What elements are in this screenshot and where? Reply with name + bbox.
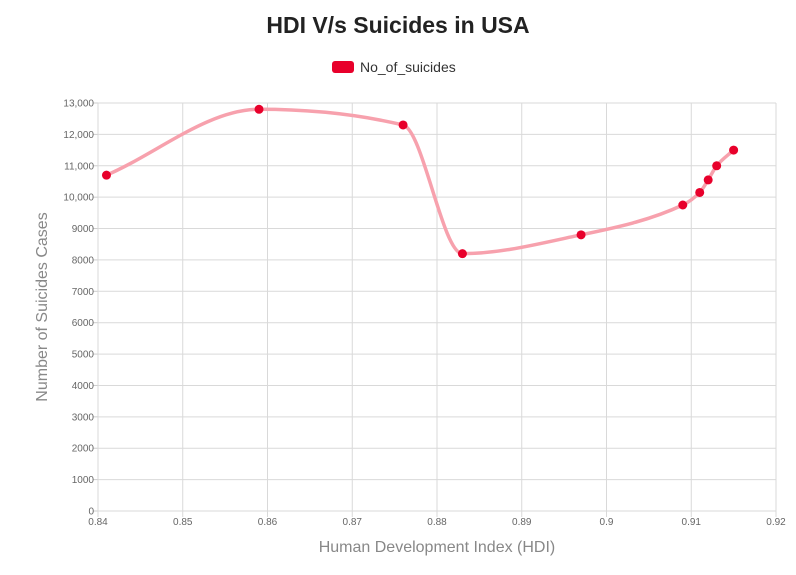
data-point[interactable] xyxy=(576,230,586,240)
y-tick-label: 6000 xyxy=(72,318,95,329)
tick-labels: 0 1000 2000 3000 4000 5000 6000 7000 8000 9000 10,… xyxy=(63,99,786,529)
x-tick-label: 0.92 xyxy=(766,517,786,528)
x-tick-label: 0.88 xyxy=(427,517,447,528)
data-point[interactable] xyxy=(712,161,722,171)
x-tick-label: 0.87 xyxy=(343,517,363,528)
data-point[interactable] xyxy=(695,187,705,197)
data-point[interactable] xyxy=(703,175,713,185)
data-point[interactable] xyxy=(678,200,688,210)
y-tick-label: 0 xyxy=(88,507,94,518)
data-point[interactable] xyxy=(729,145,739,155)
x-tick-label: 0.86 xyxy=(258,517,278,528)
data-point[interactable] xyxy=(101,170,111,180)
y-tick-label: 9000 xyxy=(72,224,95,235)
x-axis-title: Human Development Index (HDI) xyxy=(319,539,556,556)
data-point[interactable] xyxy=(254,104,264,114)
y-tick-label: 4000 xyxy=(72,381,95,392)
legend[interactable]: No_of_suicides xyxy=(332,59,456,75)
y-tick-label: 13,000 xyxy=(63,99,94,110)
series-layer xyxy=(101,104,739,259)
y-tick-label: 12,000 xyxy=(63,130,94,141)
y-tick-label: 5000 xyxy=(72,350,95,361)
x-tick-label: 0.91 xyxy=(682,517,702,528)
y-tick-label: 1000 xyxy=(72,475,95,486)
y-tick-label: 3000 xyxy=(72,412,95,423)
y-tick-label: 10,000 xyxy=(63,193,94,204)
chart-title: HDI V/s Suicides in USA xyxy=(266,12,530,38)
series-line xyxy=(104,107,736,256)
y-tick-label: 7000 xyxy=(72,287,95,298)
legend-label: No_of_suicides xyxy=(360,59,456,75)
x-tick-label: 0.9 xyxy=(600,517,614,528)
legend-swatch xyxy=(332,61,354,73)
y-axis-title: Number of Suicides Cases xyxy=(34,212,51,401)
x-tick-label: 0.85 xyxy=(173,517,193,528)
x-tick-label: 0.84 xyxy=(88,517,108,528)
grid-lines xyxy=(93,102,777,517)
y-tick-label: 8000 xyxy=(72,255,95,266)
x-tick-label: 0.89 xyxy=(512,517,532,528)
y-tick-label: 11,000 xyxy=(64,161,94,172)
y-tick-label: 2000 xyxy=(72,444,95,455)
data-point[interactable] xyxy=(398,120,408,130)
data-point[interactable] xyxy=(457,249,467,259)
